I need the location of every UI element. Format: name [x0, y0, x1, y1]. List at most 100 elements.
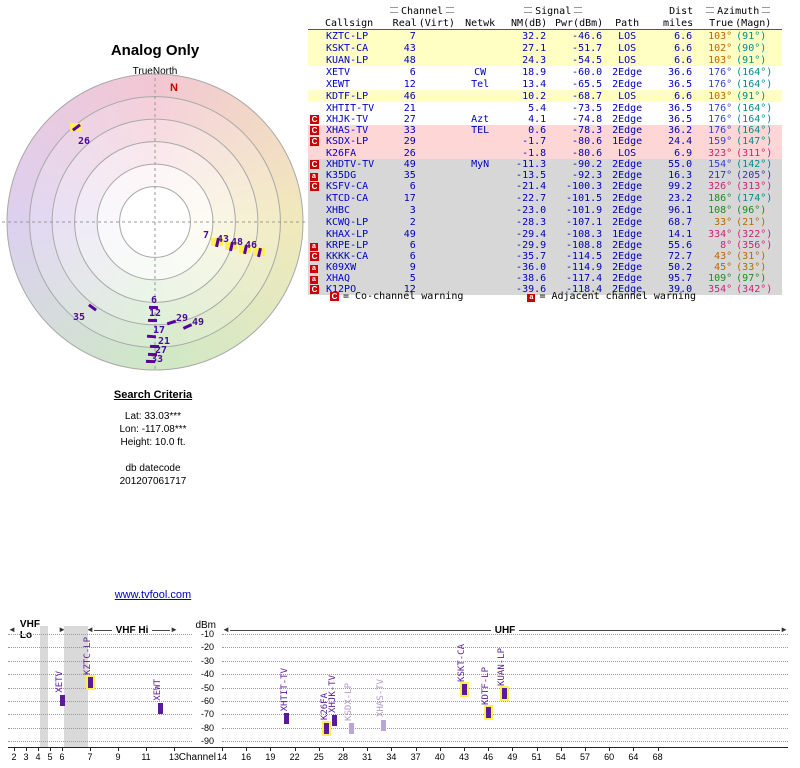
station-callsign[interactable]: K35DG — [326, 170, 357, 181]
station-callsign[interactable]: KSKT-CA — [326, 42, 369, 54]
channel-tick-label: 11 — [141, 752, 151, 762]
distance-miles: 39.0 — [668, 284, 693, 295]
station-callsign[interactable]: KHAX-LP — [326, 228, 369, 240]
station-callsign[interactable]: KTCD-CA — [326, 192, 369, 204]
noise-margin: 4.1 — [528, 114, 547, 125]
channel-tick-label: 28 — [337, 752, 348, 762]
gridline — [8, 660, 192, 662]
station-row: KUAN-LP 48 24.3 -54.5 LOS 6.6 103° (91°) — [308, 54, 783, 66]
real-channel: 3 — [409, 204, 416, 216]
station-callsign[interactable]: XHBC — [326, 204, 351, 216]
signal-path: 2Edge — [612, 114, 643, 125]
signal-path: 2Edge — [612, 181, 643, 192]
noise-margin: 24.3 — [522, 54, 547, 66]
chart-station-bar — [157, 702, 163, 714]
noise-margin: -35.7 — [516, 251, 547, 262]
gridline — [8, 647, 192, 649]
station-callsign[interactable]: KKKK-CA — [326, 251, 369, 262]
noise-margin: 32.2 — [522, 30, 547, 42]
signal-power: -73.5 — [572, 102, 603, 114]
station-callsign[interactable]: KRPE-LP — [326, 240, 369, 251]
station-callsign[interactable]: K09XW — [326, 262, 357, 273]
azimuth-magnetic: (311°) — [736, 147, 773, 159]
radar-marker-bar — [147, 318, 158, 323]
station-row: C K12PO 12 -39.6 -118.4 2Edge 39.0 354° … — [308, 284, 783, 295]
chart-station-bar — [87, 677, 93, 689]
virtual-channel — [418, 192, 458, 204]
station-row: KSKT-CA 43 27.1 -51.7 LOS 6.6 102° (90°) — [308, 42, 783, 54]
station-callsign[interactable]: K26FA — [326, 147, 357, 159]
station-callsign[interactable]: XETV — [326, 66, 351, 78]
real-channel: 12 — [403, 284, 416, 295]
real-channel: 43 — [403, 42, 416, 54]
station-callsign[interactable]: KUAN-LP — [326, 54, 369, 66]
virtual-channel — [418, 262, 458, 273]
azimuth-true: 176° — [708, 125, 733, 136]
signal-path: 2Edge — [612, 284, 643, 295]
chart-station-label: KSKT-CA — [457, 643, 467, 682]
virtual-channel — [418, 251, 458, 262]
distance-miles: 36.5 — [668, 78, 693, 90]
noise-margin: -28.3 — [516, 216, 547, 228]
station-callsign[interactable]: KZTC-LP — [326, 30, 369, 42]
station-callsign[interactable]: KSDX-LP — [326, 136, 369, 147]
chart-station-bar — [59, 695, 65, 707]
station-callsign[interactable]: KDTF-LP — [326, 90, 369, 102]
longitude-value: Lon: -117.08*** — [119, 424, 187, 435]
dbm-tick-label: -60 — [200, 695, 214, 706]
noise-margin: -13.5 — [516, 170, 547, 181]
channel-tick-label: 51 — [531, 752, 542, 762]
axis-tick — [391, 748, 393, 751]
station-callsign[interactable]: XHTIT-TV — [326, 102, 375, 114]
station-callsign[interactable]: XHAQ — [326, 273, 351, 284]
channel-tick-label: 64 — [628, 752, 639, 762]
station-row: KZTC-LP 7 32.2 -46.6 LOS 6.6 103° (91°) — [308, 29, 783, 42]
station-row: a XHAQ 5 -38.6 -117.4 2Edge 95.7 109° (9… — [308, 273, 783, 284]
virtual-channel — [418, 228, 458, 240]
chart-station-label: KDTF-LP — [481, 666, 492, 705]
signal-power: -117.4 — [566, 273, 603, 284]
band-gap — [64, 626, 88, 747]
real-channel: 12 — [403, 78, 416, 90]
right-arrow-icon: ► — [58, 625, 66, 634]
gridline — [8, 714, 192, 716]
station-callsign[interactable]: KSFV-CA — [326, 181, 369, 192]
network — [458, 228, 502, 240]
station-callsign[interactable]: KCWQ-LP — [326, 216, 369, 228]
station-callsign[interactable]: XHDTV-TV — [326, 159, 375, 170]
axis-tick — [146, 748, 147, 751]
axis-tick — [50, 748, 51, 751]
left-arrow-icon: ◄ — [222, 625, 230, 634]
azimuth-true: 176° — [708, 66, 733, 78]
station-row: KTCD-CA 17 -22.7 -101.5 2Edge 23.2 186° … — [308, 192, 783, 204]
radar-marker-label: 43 — [217, 234, 230, 245]
gridline — [222, 647, 788, 649]
chart-station-bar — [485, 707, 491, 718]
virtual-channel — [418, 147, 458, 159]
tvfool-link[interactable]: www.tvfool.com — [114, 589, 192, 601]
distance-miles: 96.1 — [668, 204, 693, 216]
station-callsign[interactable]: XEWT — [326, 78, 351, 90]
channel-group-header: Channel — [386, 5, 458, 17]
distance-miles: 6.6 — [674, 42, 693, 54]
signal-path: 2Edge — [612, 66, 643, 78]
signal-group-header: Signal — [502, 5, 604, 17]
radar-marker-label: 46 — [245, 240, 258, 251]
noise-margin: 10.2 — [522, 90, 547, 102]
noise-margin: -29.9 — [516, 240, 547, 251]
axis-tick — [343, 748, 344, 751]
chart-station-bar — [348, 722, 354, 734]
db-datecode-label: db datecode — [125, 463, 181, 474]
station-callsign[interactable]: K12PO — [326, 284, 357, 295]
band-vhf-hi: ◄ VHF Hi ► — [86, 624, 178, 636]
radar-grid — [2, 72, 308, 372]
network: Tel — [471, 78, 490, 90]
azimuth-group-header: Azimuth — [694, 5, 782, 17]
station-callsign[interactable]: XHAS-TV — [326, 125, 369, 136]
right-arrow-icon: ► — [170, 625, 178, 634]
signal-path: 2Edge — [612, 102, 643, 114]
warning-badge: C — [310, 182, 319, 191]
warning-badge: C — [310, 137, 319, 146]
signal-power: -46.6 — [572, 30, 603, 42]
station-callsign[interactable]: XHJK-TV — [326, 114, 369, 125]
